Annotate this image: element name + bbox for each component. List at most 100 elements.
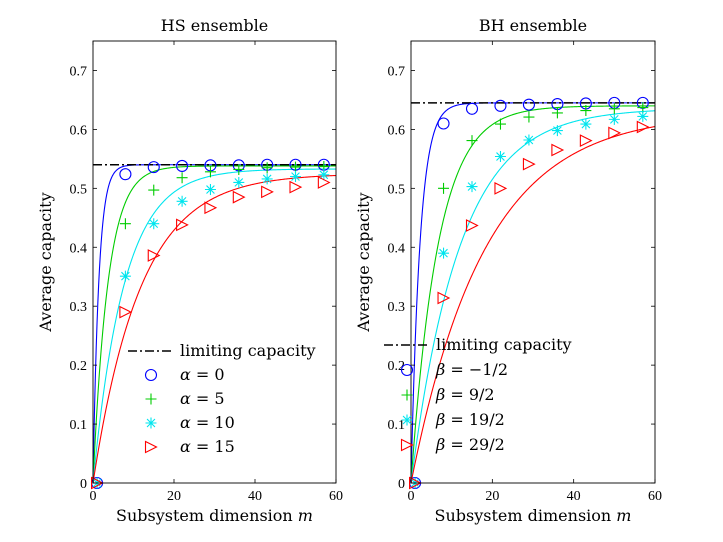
data-point [176, 172, 188, 184]
data-point [438, 182, 450, 194]
x-axis-label: Subsystem dimension m [116, 506, 313, 525]
data-point [290, 161, 301, 173]
data-point [232, 190, 246, 204]
series-markers-1 [409, 102, 649, 489]
x-tick-label: 0 [90, 489, 97, 504]
axes-frame [92, 40, 337, 484]
y-tick-label: 0.5 [70, 182, 88, 197]
y-tick-label: 0.3 [70, 300, 88, 315]
legend-label-3: α = 15 [180, 437, 235, 456]
x-tick-label: 40 [567, 489, 581, 504]
legend-label-0: α = 0 [180, 365, 225, 384]
data-point [466, 181, 478, 193]
data-point [147, 249, 161, 262]
legend-label-limit: limiting capacity [180, 341, 316, 360]
legend-marker-3 [400, 438, 414, 452]
legend-symbol: α [180, 437, 191, 456]
data-point [522, 98, 535, 111]
x-axis-label: Subsystem dimension m [435, 506, 632, 525]
legend-marker-1 [401, 389, 413, 401]
y-tick-label: 0.2 [388, 359, 406, 374]
x-axis-label-var: m [298, 506, 313, 525]
y-axis-label: Average capacity [354, 192, 373, 332]
y-tick-label: 0.6 [388, 123, 406, 138]
series-line-2 [92, 168, 337, 484]
data-point [204, 184, 216, 196]
series-markers-2 [409, 110, 649, 489]
chart-panel-hs: HS ensemble 0 20 40 60 0 0.1 0.2 0.3 0.4 0.5 0.6 0.7… [36, 16, 343, 525]
data-point [148, 184, 160, 196]
data-point [523, 111, 535, 123]
y-tick-label: 0 [80, 477, 87, 492]
axes-frame [410, 40, 656, 484]
y-tick-label: 0.7 [388, 64, 406, 79]
data-point [494, 151, 506, 163]
data-point [637, 110, 649, 122]
data-point [409, 476, 422, 490]
data-point [494, 118, 506, 130]
y-tick-label: 0.1 [388, 418, 406, 433]
data-point [148, 218, 160, 230]
curves [92, 164, 337, 484]
data-point [494, 99, 507, 112]
x-axis-label-text: Subsystem dimension [435, 506, 617, 525]
x-tick-label: 60 [648, 489, 662, 504]
data-point [261, 185, 274, 199]
legend-equation: = 10 [196, 413, 235, 432]
legend-label-1: α = 5 [180, 389, 225, 408]
data-point [466, 135, 478, 147]
data-point [261, 173, 273, 185]
data-point [204, 201, 218, 215]
legend-equation: = 19/2 [450, 410, 504, 429]
series-line-0 [92, 164, 336, 484]
series-markers-3 [409, 120, 650, 490]
legend-equation: = 29/2 [450, 435, 504, 454]
data-point [636, 120, 650, 134]
legend-label-0: β = −1/2 [435, 360, 508, 379]
x-tick-label: 20 [485, 489, 499, 504]
y-tick-label: 0.1 [70, 418, 88, 433]
y-axis-label: Average capacity [36, 192, 55, 332]
x-tick-label: 40 [248, 489, 262, 504]
series-line-3 [410, 126, 656, 484]
legend-equation: = 9/2 [450, 385, 494, 404]
legend-marker-0 [144, 368, 158, 382]
legend-marker-3 [144, 440, 158, 454]
data-point [437, 291, 451, 305]
legend-symbol: α [180, 413, 191, 432]
y-tick-label: 0.4 [70, 241, 88, 256]
data-point [147, 161, 160, 174]
data-point [204, 166, 216, 178]
y-tick-label: 0.3 [388, 300, 406, 315]
data-point [261, 162, 273, 174]
data-point [290, 171, 301, 183]
legend-label-2: α = 10 [180, 413, 235, 432]
chart-title: BH ensemble [479, 16, 587, 35]
data-point [523, 134, 535, 146]
data-point [551, 107, 563, 119]
data-point [494, 181, 508, 195]
legend-symbol: α [180, 389, 191, 408]
chart-title: HS ensemble [161, 16, 268, 35]
chart-panel-bh: BH ensemble 0 20 40 60 0 0.1 0.2 0.3 0.4 0.5 0.6 0.7… [354, 16, 662, 525]
legend-equation: = 15 [196, 437, 235, 456]
data-point [233, 176, 245, 188]
data-point [317, 176, 331, 189]
data-point [465, 219, 479, 232]
legend-symbol: β [435, 385, 445, 404]
legend-equation: = −1/2 [450, 360, 508, 379]
legend-symbol: β [435, 360, 445, 379]
legend-symbol: β [435, 435, 445, 454]
data-point [608, 126, 622, 140]
legend-label-limit: limiting capacity [436, 335, 572, 354]
data-point [522, 157, 536, 171]
data-point [580, 105, 592, 117]
legend-marker-1 [145, 393, 157, 405]
data-point [176, 159, 189, 172]
data-point [119, 218, 131, 230]
data-point [465, 102, 479, 115]
legend-marker-0 [400, 363, 414, 377]
y-tick-label: 0.6 [70, 123, 88, 138]
